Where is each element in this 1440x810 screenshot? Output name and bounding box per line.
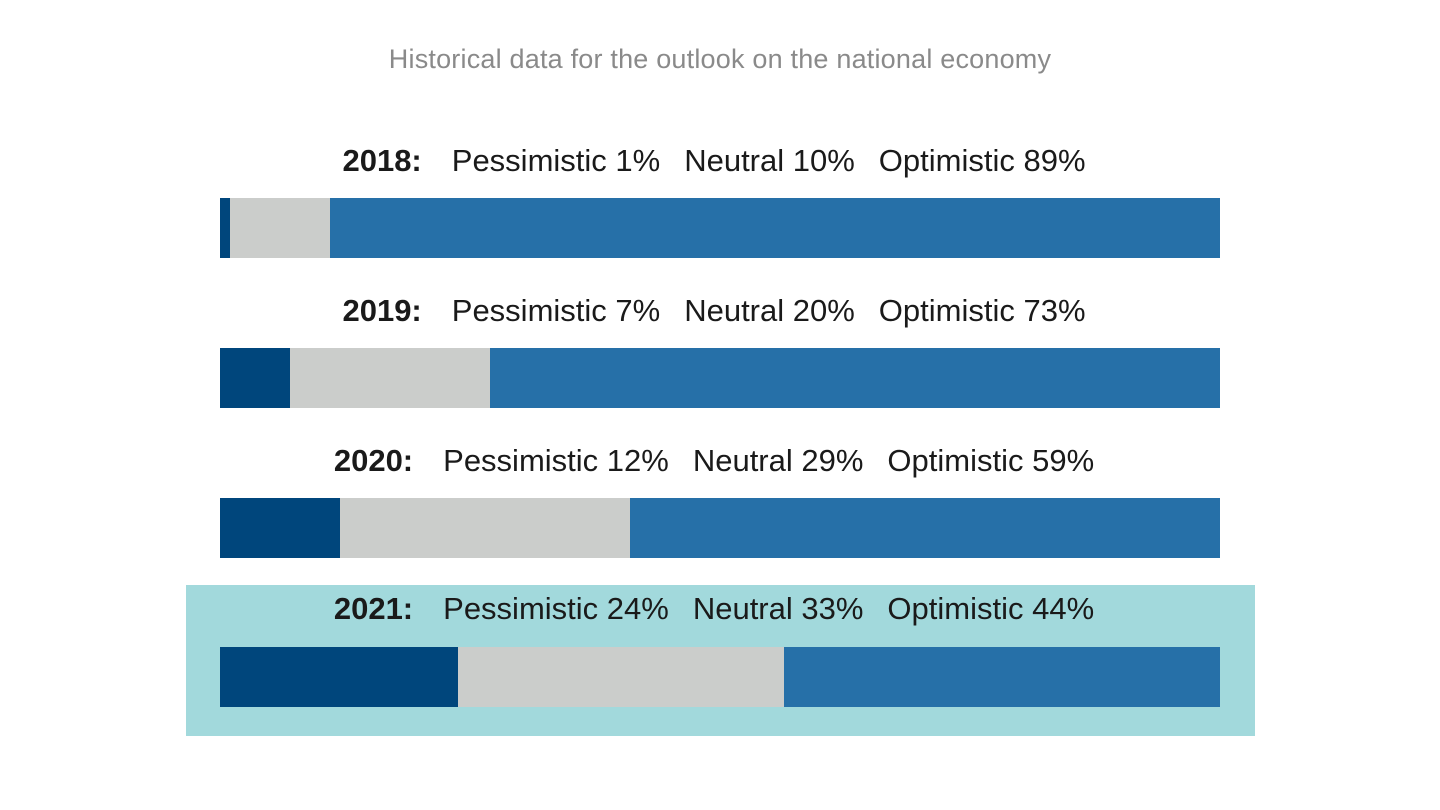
pessimistic-segment-2018: [220, 198, 230, 258]
pessimistic-segment-2021: [220, 647, 458, 707]
neutral-segment-2019: [290, 348, 490, 408]
pessimistic-segment-2020: [220, 498, 340, 558]
neutral-segment-2018: [230, 198, 330, 258]
year-label: 2021:: [333, 591, 414, 626]
pessimistic-label: Pessimistic 12%: [443, 443, 669, 478]
row-label-2021: 2021: Pessimistic 24% Neutral 33% Optimisti…: [0, 591, 1440, 627]
pessimistic-label: Pessimistic 24%: [443, 591, 669, 626]
bar-2020: [220, 498, 1220, 558]
optimistic-label: Optimistic 44%: [887, 591, 1095, 626]
optimistic-segment-2019: [490, 348, 1220, 408]
bar-2019: [220, 348, 1220, 408]
pessimistic-segment-2019: [220, 348, 290, 408]
optimistic-segment-2021: [784, 647, 1220, 707]
pessimistic-label: Pessimistic 1%: [451, 143, 661, 178]
optimistic-label: Optimistic 59%: [887, 443, 1095, 478]
row-label-2020: 2020: Pessimistic 12% Neutral 29% Optimisti…: [0, 443, 1440, 479]
pessimistic-label: Pessimistic 7%: [451, 293, 661, 328]
optimistic-label: Optimistic 73%: [878, 293, 1086, 328]
neutral-segment-2021: [457, 647, 785, 707]
neutral-segment-2020: [340, 498, 630, 558]
neutral-label: Neutral 33%: [692, 591, 864, 626]
year-label: 2019:: [342, 293, 422, 328]
bar-2018: [220, 198, 1220, 258]
row-label-2018: 2018: Pessimistic 1% Neutral 10% Optimistic…: [0, 143, 1440, 179]
bar-2021: [220, 647, 1220, 707]
year-label: 2018:: [342, 143, 422, 178]
optimistic-segment-2018: [330, 198, 1220, 258]
optimistic-label: Optimistic 89%: [878, 143, 1086, 178]
neutral-label: Neutral 20%: [684, 293, 855, 328]
optimistic-segment-2020: [630, 498, 1220, 558]
year-label: 2020:: [333, 443, 414, 478]
row-label-2019: 2019: Pessimistic 7% Neutral 20% Optimistic…: [0, 293, 1440, 329]
neutral-label: Neutral 29%: [692, 443, 864, 478]
chart-title: Historical data for the outlook on the n…: [388, 44, 1052, 74]
neutral-label: Neutral 10%: [684, 143, 855, 178]
